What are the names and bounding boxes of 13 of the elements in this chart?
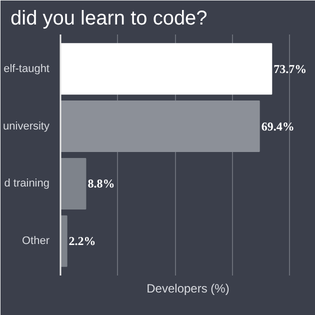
- bar: [60, 158, 86, 210]
- bar: [60, 100, 260, 152]
- data-label: 8.8%: [88, 176, 115, 191]
- y-tick-label: d training: [4, 178, 50, 190]
- data-label: 69.4%: [261, 119, 294, 134]
- y-tick-label: elf-taught: [4, 62, 50, 75]
- data-label: 2.2%: [68, 234, 96, 248]
- bar: [60, 43, 272, 95]
- x-axis-title: Developers (%): [146, 282, 230, 296]
- y-tick-label: university: [3, 120, 50, 132]
- data-label: 73.7%: [274, 62, 307, 76]
- chart-title: did you learn to code?: [10, 8, 208, 30]
- y-tick-label: Other: [22, 235, 50, 248]
